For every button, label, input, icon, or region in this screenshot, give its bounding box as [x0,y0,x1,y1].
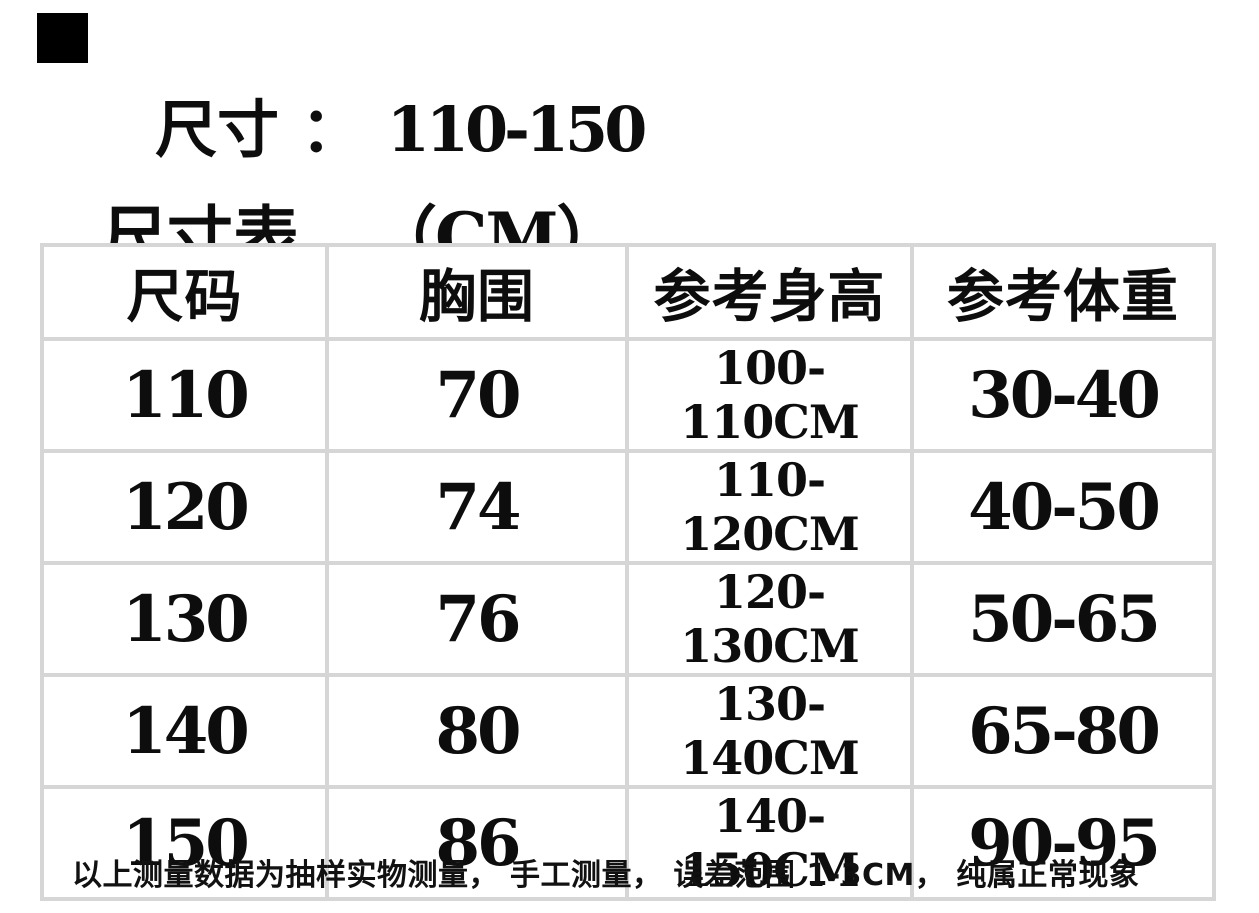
size-range-line: 尺寸 ： 110-150 [112,28,648,167]
cell-ref-height: 140-150CM [625,785,914,901]
cell-size: 120 [40,449,329,565]
table-row: 120 74 110-120CM 40-50 [40,449,1216,565]
table-row: 110 70 100-110CM 30-40 [40,337,1216,453]
measurement-disclaimer: 以上测量数据为抽样实物测量， 手工测量， 误差范围 1-3CM， 纯属正常现象 [72,858,1140,893]
col-header-size: 尺码 [40,243,329,341]
cell-ref-weight: 40-50 [910,449,1216,565]
table-row: 130 76 120-130CM 50-65 [40,561,1216,677]
cell-chest: 76 [325,561,629,677]
size-value: 110-150 [386,93,648,167]
bullet-square-icon [37,13,88,63]
cell-ref-height: 100-110CM [625,337,914,453]
cell-ref-height: 130-140CM [625,673,914,789]
size-table: 尺码 胸围 参考身高 参考体重 110 70 100-110CM 30-40 1… [40,243,1216,901]
cell-ref-weight: 50-65 [910,561,1216,677]
table-row: 140 80 130-140CM 65-80 [40,673,1216,789]
cell-ref-height: 110-120CM [625,449,914,565]
cell-ref-height: 120-130CM [625,561,914,677]
cell-size: 130 [40,561,329,677]
col-header-ref-weight: 参考体重 [910,243,1216,341]
cell-size: 150 [40,785,329,901]
col-header-ref-height: 参考身高 [625,243,914,341]
table-header-row: 尺码 胸围 参考身高 参考体重 [40,243,1216,341]
cell-size: 140 [40,673,329,789]
cell-size: 110 [40,337,329,453]
col-header-chest: 胸围 [325,243,629,341]
cell-chest: 86 [325,785,629,901]
cell-chest: 80 [325,673,629,789]
cell-chest: 70 [325,337,629,453]
cell-chest: 74 [325,449,629,565]
table-row: 150 86 140-150CM 90-95 [40,785,1216,901]
cell-ref-weight: 65-80 [910,673,1216,789]
cell-ref-weight: 30-40 [910,337,1216,453]
size-label: 尺寸 ： [155,93,363,167]
cell-ref-weight: 90-95 [910,785,1216,901]
